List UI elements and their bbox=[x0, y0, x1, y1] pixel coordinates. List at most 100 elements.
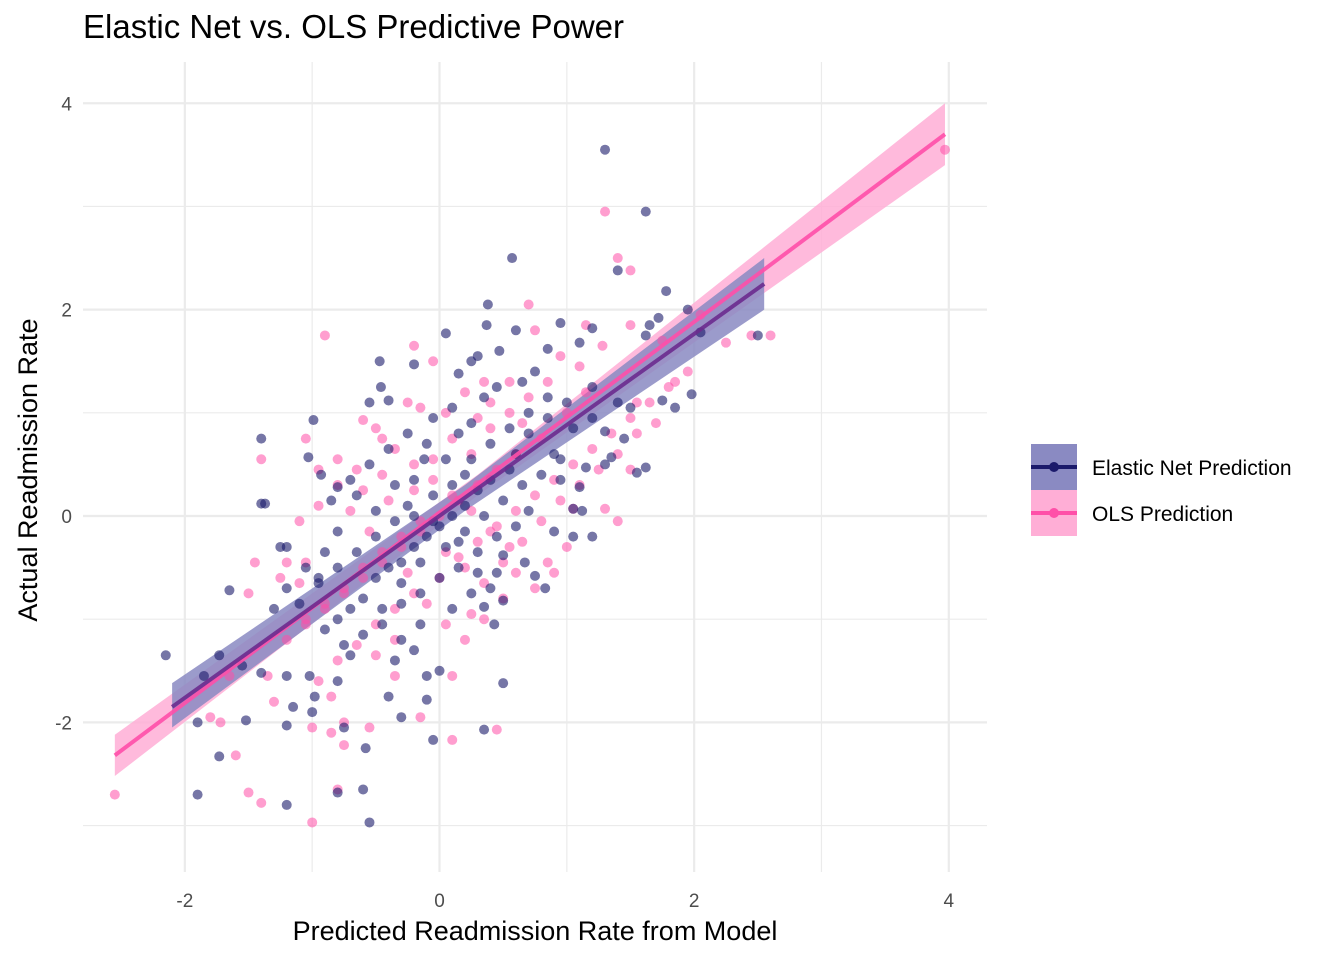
point-elastic-net bbox=[523, 407, 534, 418]
point-elastic-net bbox=[339, 639, 350, 650]
point-ols bbox=[466, 609, 477, 620]
point-elastic-net bbox=[275, 541, 286, 552]
point-ols bbox=[597, 340, 608, 351]
point-elastic-net bbox=[326, 495, 337, 506]
point-elastic-net bbox=[332, 482, 343, 493]
point-ols bbox=[720, 337, 731, 348]
point-elastic-net bbox=[504, 423, 515, 434]
point-elastic-net bbox=[644, 320, 655, 331]
point-elastic-net bbox=[519, 557, 530, 568]
x-tick-label: 4 bbox=[944, 891, 955, 912]
point-elastic-net bbox=[485, 438, 496, 449]
point-ols bbox=[485, 423, 496, 434]
point-elastic-net bbox=[568, 423, 579, 434]
fit-lines bbox=[113, 132, 947, 758]
point-elastic-net bbox=[288, 701, 299, 712]
point-elastic-net bbox=[542, 392, 553, 403]
y-tick-label: 2 bbox=[61, 301, 72, 322]
point-elastic-net bbox=[256, 498, 267, 509]
legend-dot-elastic-net bbox=[1049, 462, 1059, 472]
point-elastic-net bbox=[670, 402, 681, 413]
point-elastic-net bbox=[309, 691, 320, 702]
point-ols bbox=[504, 407, 515, 418]
point-elastic-net bbox=[428, 490, 439, 501]
point-ols bbox=[517, 418, 528, 429]
point-elastic-net bbox=[600, 144, 611, 155]
point-elastic-net bbox=[415, 588, 426, 599]
point-ols bbox=[510, 505, 521, 516]
point-elastic-net bbox=[453, 562, 464, 573]
point-elastic-net bbox=[364, 459, 375, 470]
point-elastic-net bbox=[498, 495, 509, 506]
legend-item-elastic-net: Elastic Net Prediction bbox=[1031, 444, 1292, 490]
point-elastic-net bbox=[364, 397, 375, 408]
x-tick-label: 0 bbox=[434, 891, 445, 912]
point-elastic-net bbox=[491, 531, 502, 542]
point-elastic-net bbox=[160, 650, 171, 661]
point-ols bbox=[402, 567, 413, 578]
point-elastic-net bbox=[682, 304, 693, 315]
point-ols bbox=[504, 541, 515, 552]
point-elastic-net bbox=[466, 454, 477, 465]
point-ols bbox=[459, 387, 470, 398]
point-elastic-net bbox=[345, 474, 356, 485]
point-ols bbox=[491, 724, 502, 735]
point-elastic-net bbox=[612, 265, 623, 276]
point-elastic-net bbox=[383, 691, 394, 702]
y-axis-title: Actual Readmission Rate bbox=[13, 318, 43, 621]
point-elastic-net bbox=[640, 330, 651, 341]
legend: Elastic Net Prediction OLS Prediction bbox=[1031, 444, 1292, 536]
point-elastic-net bbox=[396, 712, 407, 723]
point-elastic-net bbox=[440, 541, 451, 552]
point-elastic-net bbox=[752, 330, 763, 341]
point-elastic-net bbox=[224, 585, 235, 596]
point-elastic-net bbox=[686, 389, 697, 400]
x-tick-label: 2 bbox=[689, 891, 700, 912]
point-ols bbox=[625, 412, 636, 423]
point-elastic-net bbox=[466, 418, 477, 429]
point-elastic-net bbox=[428, 734, 439, 745]
point-ols bbox=[339, 588, 350, 599]
point-ols bbox=[428, 356, 439, 367]
point-elastic-net bbox=[409, 511, 420, 522]
point-elastic-net bbox=[491, 567, 502, 578]
point-ols bbox=[319, 330, 330, 341]
point-elastic-net bbox=[472, 567, 483, 578]
point-ols bbox=[555, 495, 566, 506]
point-elastic-net bbox=[345, 650, 356, 661]
point-ols bbox=[345, 505, 356, 516]
point-elastic-net bbox=[485, 583, 496, 594]
point-ols bbox=[542, 557, 553, 568]
point-elastic-net bbox=[281, 720, 292, 731]
point-ols bbox=[459, 634, 470, 645]
point-ols bbox=[383, 495, 394, 506]
point-elastic-net bbox=[600, 426, 611, 437]
point-elastic-net bbox=[281, 583, 292, 594]
point-ols bbox=[230, 750, 241, 761]
point-elastic-net bbox=[510, 325, 521, 336]
point-ols bbox=[530, 583, 540, 594]
point-ols bbox=[415, 712, 426, 723]
point-elastic-net bbox=[498, 550, 509, 561]
point-elastic-net bbox=[319, 624, 330, 635]
point-ols bbox=[415, 402, 426, 413]
point-elastic-net bbox=[574, 482, 585, 493]
point-ols bbox=[377, 433, 388, 444]
y-tick-label: 4 bbox=[61, 94, 72, 115]
fit-line-ols bbox=[113, 132, 947, 758]
point-elastic-net bbox=[402, 428, 413, 439]
y-tick-label: 0 bbox=[61, 507, 72, 528]
point-elastic-net bbox=[256, 433, 267, 444]
point-elastic-net bbox=[577, 505, 588, 516]
legend-label-elastic-net: Elastic Net Prediction bbox=[1092, 457, 1292, 480]
point-elastic-net bbox=[587, 323, 598, 334]
point-ols bbox=[409, 485, 420, 496]
point-ols bbox=[421, 598, 432, 609]
point-elastic-net bbox=[358, 784, 369, 795]
point-elastic-net bbox=[479, 601, 490, 612]
point-ols bbox=[332, 655, 343, 666]
point-ols bbox=[256, 454, 267, 465]
point-ols bbox=[555, 351, 566, 362]
point-ols bbox=[326, 691, 337, 702]
point-ols bbox=[428, 454, 439, 465]
